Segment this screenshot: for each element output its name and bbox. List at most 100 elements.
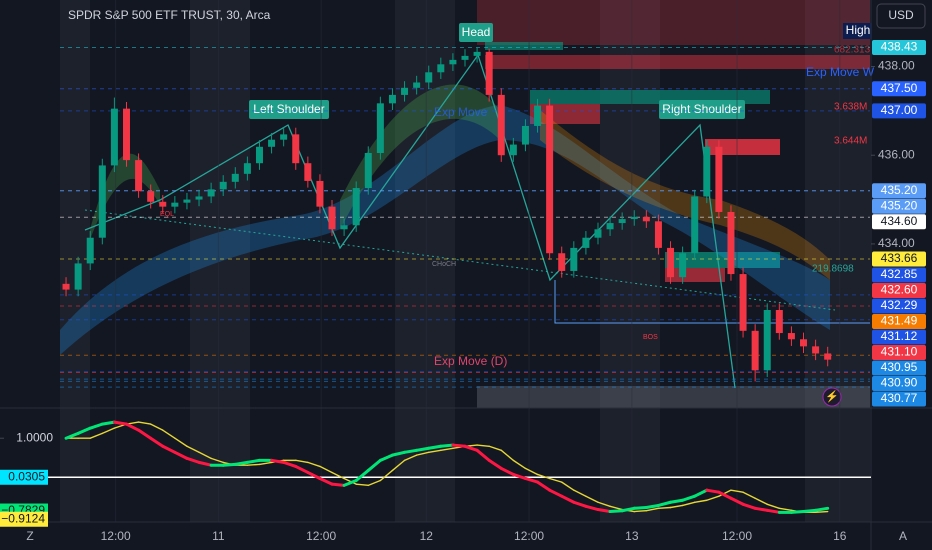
oscillator-line — [245, 458, 261, 464]
price-label-box — [872, 183, 926, 199]
candle-body — [570, 247, 578, 271]
oscillator-line — [112, 420, 128, 426]
signal-line — [706, 495, 720, 501]
candle-body — [594, 229, 602, 238]
oscillator-line — [185, 456, 201, 464]
annotation: 3.644M — [834, 136, 867, 147]
currency[interactable]: USD — [888, 8, 914, 22]
candle-body — [715, 146, 723, 212]
candle-body — [534, 105, 542, 126]
signal-line — [669, 504, 684, 509]
signal-line — [754, 497, 768, 505]
signal-line — [428, 449, 442, 454]
oscillator-line — [681, 494, 697, 502]
signal-line — [89, 432, 104, 439]
candle-body — [147, 191, 155, 202]
oscillator-line — [536, 480, 552, 492]
signal-line — [585, 495, 599, 503]
oscillator-line — [814, 506, 830, 512]
level-label-box — [0, 511, 48, 527]
oscillator-line — [463, 444, 479, 452]
oscillator-line — [741, 502, 757, 510]
candle-body — [679, 253, 687, 278]
session-band — [600, 0, 660, 522]
oscillator-line — [693, 488, 709, 498]
signal-line — [730, 489, 744, 493]
toolbar-button[interactable]: Z — [26, 529, 33, 543]
toolbar-button[interactable]: A — [899, 529, 907, 543]
oscillator-line — [753, 506, 769, 512]
zone — [485, 42, 563, 50]
pattern-line — [84, 53, 736, 389]
oscillator-line — [354, 468, 370, 483]
oscillator-line — [88, 422, 104, 430]
signal-line — [210, 457, 224, 464]
currency-button[interactable] — [876, 3, 926, 29]
oscillator-line — [294, 464, 310, 474]
oscillator-line — [64, 431, 80, 440]
candle-body — [304, 163, 312, 181]
signal-line — [718, 489, 732, 497]
annotation: Exp Move (D) — [434, 354, 507, 368]
ma-ribbon — [90, 153, 160, 240]
tag-box — [659, 100, 745, 119]
signal-line — [415, 451, 430, 456]
annotation: EQL — [160, 211, 174, 218]
signal-line — [403, 454, 418, 462]
oscillator-line — [197, 460, 213, 467]
y-tick-label: 438.00 — [878, 59, 915, 73]
annotation: Head — [462, 25, 491, 39]
candle-body — [509, 144, 517, 156]
session-shading — [60, 0, 870, 522]
candle-body — [642, 216, 650, 222]
signal-line — [512, 459, 527, 470]
annotation: Exp Move — [434, 105, 488, 119]
signal-line — [633, 510, 648, 513]
oscillator-line — [705, 488, 721, 494]
candle-body — [340, 225, 348, 230]
price-label: 432.29 — [881, 298, 918, 312]
candle-body — [582, 237, 590, 248]
candle-body — [86, 237, 94, 264]
oscillator-line — [560, 494, 576, 504]
signal-line — [331, 471, 345, 480]
candle-body — [352, 188, 360, 226]
candle-body — [195, 196, 203, 200]
zone — [477, 0, 870, 45]
neckline — [84, 209, 836, 311]
signal-line — [391, 459, 406, 472]
signal-line — [694, 499, 708, 503]
price-label: 437.00 — [881, 103, 918, 117]
oscillator-line — [451, 443, 467, 448]
oscillator-line — [306, 470, 322, 480]
y-tick-label: 434.00 — [878, 236, 915, 250]
x-tick-label: 12:00 — [722, 529, 752, 543]
oscillator-line — [499, 466, 515, 476]
price-label-box — [872, 267, 926, 283]
oscillator-line — [390, 450, 407, 457]
signal-line — [162, 429, 176, 439]
chart-title: SPDR S&P 500 ETF TRUST, 30, Arca — [68, 8, 271, 22]
candle-body — [558, 253, 566, 271]
candle-body — [159, 201, 167, 207]
oscillator-line — [584, 504, 600, 512]
oscillator-line — [342, 479, 358, 487]
oscillator-line — [487, 458, 503, 470]
zone — [705, 139, 780, 155]
level-label-box — [0, 469, 48, 485]
signal-line — [174, 437, 188, 447]
candle-body — [268, 139, 276, 147]
candle-body — [437, 64, 445, 73]
signal-line — [645, 507, 660, 512]
candle-body — [751, 330, 759, 371]
price-label-box — [872, 314, 926, 329]
price-label-box — [872, 376, 926, 391]
signal-line — [814, 510, 829, 514]
alert-icon[interactable] — [822, 387, 842, 407]
oscillator-line — [669, 498, 685, 504]
candle-body — [231, 173, 239, 182]
signal-line — [246, 463, 261, 466]
level-label: −0.9124 — [1, 511, 45, 525]
candle-body — [376, 103, 384, 153]
